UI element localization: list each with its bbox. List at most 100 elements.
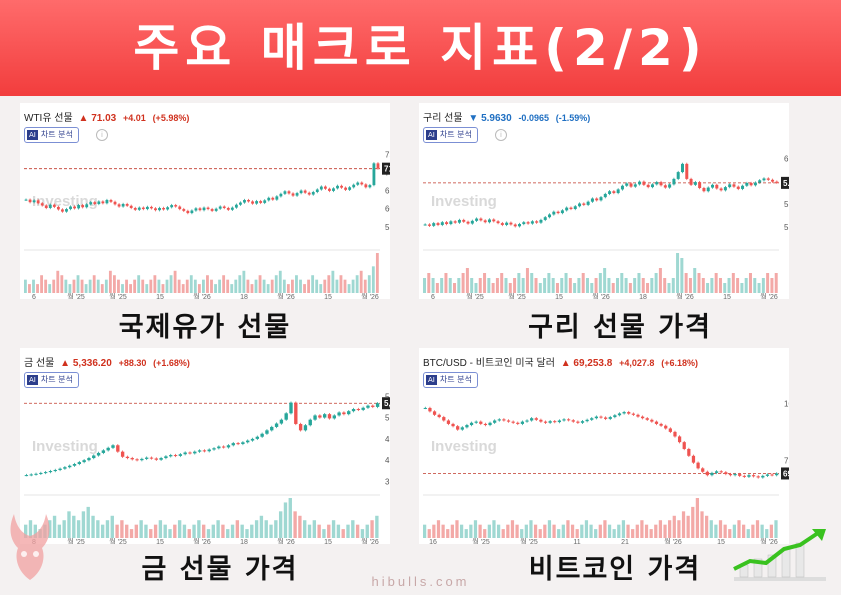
candle-body <box>645 418 649 420</box>
volume-bar <box>671 278 675 293</box>
candle-body <box>275 196 279 200</box>
volume-bar <box>560 278 564 293</box>
candle-body <box>183 452 187 455</box>
volume-bar <box>52 279 56 293</box>
candle-body <box>69 206 72 210</box>
volume-bar <box>594 278 598 293</box>
volume-bar <box>637 273 641 293</box>
volume-bar <box>177 520 182 538</box>
volume-bar <box>688 278 692 293</box>
volume-bar <box>718 520 723 538</box>
price-tag-label: 5,336.20 <box>384 399 390 408</box>
candle-body <box>469 422 474 426</box>
volume-bar <box>617 524 621 538</box>
volume-bar <box>230 524 235 538</box>
volume-bar <box>346 524 350 538</box>
candle-body <box>255 201 259 204</box>
candle-body <box>154 208 157 211</box>
y-tick-label: 60.00 <box>385 205 390 214</box>
candle-body <box>150 206 153 209</box>
volume-bar <box>513 278 517 293</box>
candle-body <box>738 474 742 476</box>
volume-bar <box>137 275 141 293</box>
candle-body <box>351 409 356 412</box>
volume-bar <box>552 524 556 538</box>
candle-body <box>565 207 569 211</box>
volume-bar <box>695 498 700 538</box>
x-tick-label: 월 '25 <box>508 292 526 299</box>
volume-bar <box>547 273 551 293</box>
candle-body <box>682 442 686 449</box>
volume-bar <box>561 524 565 538</box>
chart-analysis-button[interactable]: AI 차트 분석 <box>24 372 79 388</box>
volume-bar <box>714 273 718 293</box>
candle-body <box>202 207 206 211</box>
chart-analysis-button[interactable]: AI 차트 분석 <box>24 127 79 143</box>
candle-body <box>636 414 640 417</box>
candle-body <box>460 427 464 430</box>
candle-body <box>516 422 520 424</box>
candle-body <box>442 417 446 421</box>
volume-bar <box>448 278 452 293</box>
volume-bar <box>620 273 624 293</box>
chart-analysis-button[interactable]: AI 차트 분석 <box>423 372 478 388</box>
y-tick-label: 55.00 <box>385 223 390 232</box>
volume-bar <box>295 275 298 293</box>
candle-body <box>432 411 437 415</box>
candle-body <box>299 190 303 194</box>
candle-body <box>162 207 165 210</box>
candle-body <box>571 420 575 422</box>
candle-body <box>650 184 654 188</box>
candle-body <box>32 200 36 203</box>
volume-bar <box>173 524 177 538</box>
volume-bar <box>134 524 139 538</box>
candle-body <box>137 207 141 210</box>
candle-body <box>631 413 635 415</box>
volume-bar <box>370 520 374 538</box>
volume-bar <box>672 515 676 538</box>
candle-body <box>654 421 659 424</box>
candle-body <box>87 458 91 461</box>
last-price: ▲ 5,336.20 <box>60 358 112 369</box>
volume-bar <box>125 279 128 293</box>
candle-body <box>52 204 56 207</box>
info-icon[interactable]: i <box>96 129 108 141</box>
x-tick-label: 월 '25 <box>67 292 85 299</box>
volume-bar <box>48 520 52 538</box>
candle-body <box>493 420 497 423</box>
candle-body <box>751 475 756 477</box>
chart-analysis-button[interactable]: AI 차트 분석 <box>423 127 478 143</box>
candle-body <box>135 459 139 461</box>
candle-body <box>427 224 431 226</box>
candle-body <box>576 421 580 423</box>
volume-bar <box>291 279 294 293</box>
volume-bar <box>72 515 76 538</box>
candle-body <box>650 419 654 422</box>
candle-body <box>428 407 432 412</box>
candle-body <box>696 462 700 469</box>
caption-copper: 구리 선물 가격 <box>528 312 712 343</box>
volume-bar <box>676 253 680 293</box>
candle-body <box>640 416 645 419</box>
volume-bar <box>441 524 445 538</box>
candle-body <box>218 206 222 209</box>
volume-bar <box>24 279 27 293</box>
info-icon[interactable]: i <box>495 129 507 141</box>
volume-bar <box>547 520 552 538</box>
volume-bar <box>714 524 718 538</box>
volume-bar <box>312 520 317 538</box>
volume-bar <box>684 273 688 293</box>
volume-bar <box>517 273 521 293</box>
volume-bar <box>339 275 343 293</box>
candle-body <box>279 193 283 197</box>
quote-header: BTC/USD - 비트코인 미국 달러 ▲ 69,253.8 +4,027.8… <box>423 354 698 369</box>
y-tick-label: 4,500 <box>385 435 390 444</box>
volume-bar <box>551 278 555 293</box>
candle-body <box>48 204 52 208</box>
volume-bar <box>133 279 137 293</box>
candle-body <box>689 178 693 185</box>
candle-body <box>77 205 81 209</box>
candle-body <box>116 445 120 452</box>
chart-analysis-label: 차트 분석 <box>40 375 73 384</box>
volume-bar <box>343 279 347 293</box>
